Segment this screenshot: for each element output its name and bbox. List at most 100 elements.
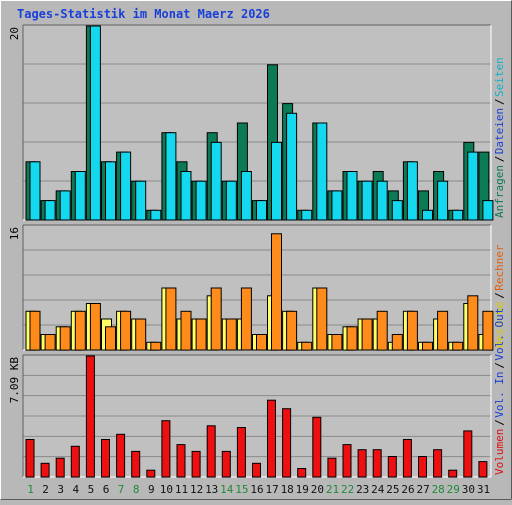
x-tick-label-day-31: 31: [477, 483, 490, 496]
bar-rechner-day-16: [256, 334, 267, 351]
bar-volumen-day-11: [176, 444, 186, 478]
bar-dateien-day-16: [256, 200, 267, 221]
bar-rechner-day-18: [286, 310, 298, 351]
bar-volumen-day-14: [221, 450, 231, 478]
legend-separator: /: [493, 98, 506, 105]
y-max-label: 20: [8, 27, 21, 40]
bar-volumen-day-8: [131, 450, 141, 478]
x-tick-label-day-14: 14: [220, 483, 234, 496]
bar-dateien-day-6: [105, 161, 116, 221]
bar-volumen-day-27: [418, 456, 427, 478]
bar-volumen-day-24: [372, 449, 382, 478]
bar-volumen-day-7: [116, 433, 126, 478]
bar-rechner-day-26: [406, 310, 418, 351]
bar-rechner-day-10: [165, 287, 177, 351]
x-tick-label-day-17: 17: [265, 483, 278, 496]
x-tick-label-day-9: 9: [148, 483, 155, 496]
x-tick-label-day-27: 27: [416, 483, 429, 496]
bar-rechner-day-4: [74, 310, 86, 351]
bar-rechner-day-19: [301, 341, 313, 351]
bar-volumen-day-15: [236, 427, 246, 478]
bar-dateien-day-12: [195, 180, 207, 221]
x-tick-label-day-20: 20: [311, 483, 324, 496]
x-tick-label-day-10: 10: [160, 483, 173, 496]
bar-dateien-day-10: [165, 132, 177, 221]
y-max-label: 7.09 KB: [8, 357, 21, 404]
bar-dateien-day-5: [89, 25, 101, 221]
x-tick-label-day-1: 1: [27, 483, 34, 496]
bar-volumen-day-17: [267, 399, 276, 478]
x-tick-label-day-6: 6: [103, 483, 110, 496]
y-max-label: 16: [8, 227, 21, 240]
bar-dateien-day-31: [482, 200, 494, 221]
bar-dateien-day-9: [150, 209, 162, 221]
legend-label-vol-in: Vol. In: [493, 371, 506, 417]
x-tick-label-day-25: 25: [386, 483, 399, 496]
bar-dateien-day-25: [391, 200, 403, 221]
bar-rechner-day-29: [452, 341, 464, 351]
bar-volumen-day-22: [342, 444, 352, 478]
bar-rechner-day-23: [361, 318, 373, 351]
bar-rechner-day-7: [120, 310, 132, 351]
bar-dateien-day-24: [376, 180, 388, 221]
bar-dateien-day-1: [29, 161, 41, 221]
x-tick-label-day-2: 2: [42, 483, 49, 496]
bar-rechner-day-14: [225, 318, 237, 351]
bar-dateien-day-8: [135, 180, 147, 221]
x-tick-label-day-26: 26: [401, 483, 414, 496]
legend-label-dateien: Dateien: [493, 108, 506, 154]
bar-volumen-day-1: [25, 439, 35, 478]
bar-volumen-day-5: [85, 355, 95, 478]
bar-dateien-day-21: [331, 190, 343, 221]
bar-dateien-day-4: [74, 171, 86, 221]
x-axis-labels: 1 2 3 4 5 6 7 8 9 10 11 12 13 14 15 16 17 18 19 20 21 22 23 24 2…: [27, 483, 490, 496]
bar-volumen-day-21: [327, 457, 337, 478]
x-tick-label-day-8: 8: [133, 483, 140, 496]
bar-volumen-day-25: [387, 456, 397, 478]
bar-volumen-day-3: [55, 457, 65, 478]
bar-dateien-day-17: [271, 141, 282, 221]
bar-dateien-day-2: [44, 200, 56, 221]
x-tick-label-day-15: 15: [235, 483, 248, 496]
bar-volumen-day-18: [282, 408, 292, 478]
bar-volumen-day-31: [478, 461, 488, 478]
bar-rechner-day-30: [467, 295, 479, 351]
bar-volumen-day-10: [161, 420, 171, 478]
bar-volumen-day-29: [448, 469, 458, 478]
bar-volumen-day-9: [146, 469, 156, 478]
bar-rechner-day-20: [316, 287, 328, 351]
bar-volumen-day-16: [252, 462, 261, 478]
legend-label-vol-out: Vol. Out: [493, 308, 506, 361]
x-tick-label-day-18: 18: [281, 483, 294, 496]
bar-rechner-day-8: [135, 318, 147, 351]
bar-rechner-day-31: [482, 310, 494, 351]
bar-rechner-day-2: [44, 334, 56, 351]
bar-volumen-day-20: [312, 416, 322, 478]
x-tick-label-day-5: 5: [88, 483, 95, 496]
x-tick-label-day-12: 12: [190, 483, 203, 496]
legend-label-seiten: Seiten: [493, 57, 506, 97]
bar-dateien-day-14: [225, 180, 237, 221]
bar-volumen-day-28: [433, 449, 443, 478]
bar-dateien-day-18: [286, 112, 298, 221]
legend-label-rechner: Rechner: [493, 244, 506, 291]
legend-label-anfragen: Anfragen: [493, 165, 506, 218]
bar-rechner-day-21: [331, 334, 343, 351]
legend-separator: /: [493, 292, 506, 299]
legend-separator: /: [493, 362, 506, 369]
bar-rechner-day-22: [346, 326, 358, 351]
bar-rechner-day-11: [180, 310, 192, 351]
chart-title: Tages-Statistik im Monat Maerz 2026: [17, 7, 270, 21]
x-tick-label-day-4: 4: [72, 483, 79, 496]
panels-layer: 20Anfragen/Dateien/Seiten16Besuche/Rechn…: [8, 24, 506, 478]
x-tick-label-day-28: 28: [432, 483, 445, 496]
x-tick-label-day-23: 23: [356, 483, 369, 496]
bar-volumen-day-19: [297, 468, 307, 478]
bar-dateien-day-20: [316, 122, 328, 221]
x-tick-label-day-11: 11: [175, 483, 188, 496]
bar-dateien-day-28: [437, 180, 449, 221]
x-tick-label-day-30: 30: [462, 483, 475, 496]
bar-volumen-day-13: [206, 425, 216, 478]
bar-volumen-day-4: [70, 445, 80, 478]
